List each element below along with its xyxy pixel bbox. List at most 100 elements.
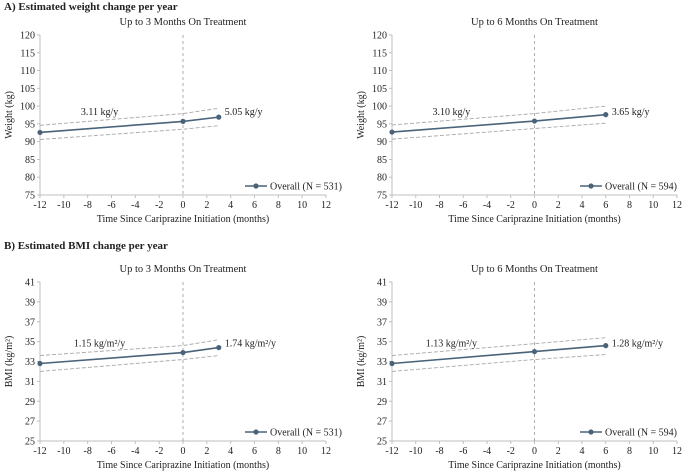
legend-marker [588, 183, 594, 189]
y-tick-label: 85 [25, 155, 35, 166]
x-tick-label: -2 [155, 200, 163, 211]
y-tick-label: 31 [25, 377, 35, 388]
x-tick-label: 0 [532, 446, 537, 457]
x-tick-label: 0 [181, 446, 186, 457]
series-point [531, 348, 538, 355]
y-tick-label: 29 [377, 397, 387, 408]
y-tick-label: 115 [372, 48, 387, 59]
x-tick-label: 10 [297, 200, 307, 211]
x-tick-label: -8 [435, 446, 443, 457]
x-tick-label: -12 [385, 446, 398, 457]
legend-marker [588, 429, 594, 435]
section-b-title: B) Estimated BMI change per year [4, 240, 168, 252]
series-point [37, 129, 43, 136]
x-tick-label: -12 [33, 200, 46, 211]
x-tick-label: -6 [459, 446, 467, 457]
x-tick-label: -6 [107, 200, 115, 211]
x-axis-label: Time Since Cariprazine Initiation (month… [97, 214, 269, 225]
x-tick-label: 0 [532, 200, 537, 211]
slope-annotation: 1.28 kg/m²/y [612, 339, 663, 350]
y-tick-label: 110 [372, 66, 387, 77]
y-tick-label: 75 [25, 191, 35, 202]
series-point [531, 118, 538, 124]
y-tick-label: 90 [25, 137, 35, 148]
x-axis-label: Time Since Cariprazine Initiation (month… [448, 214, 620, 225]
y-tick-label: 33 [25, 357, 35, 368]
x-tick-label: 8 [627, 200, 632, 211]
chart-panel: Up to 3 Months On Treatment 25 27 29 31 33 35 3… [4, 264, 342, 471]
ci-lower-line [391, 354, 606, 372]
ci-upper-line [39, 107, 219, 126]
x-tick-label: 0 [181, 200, 186, 211]
x-tick-label: -2 [507, 446, 515, 457]
series-line [391, 113, 606, 133]
y-tick-label: 80 [377, 173, 387, 184]
x-tick-label: 6 [252, 200, 257, 211]
x-tick-label: 6 [603, 446, 608, 457]
y-tick-label: 39 [25, 297, 35, 308]
legend-label: Overall (N = 531) [270, 428, 342, 439]
x-tick-label: 4 [580, 200, 585, 211]
y-tick-label: 75 [377, 191, 387, 202]
chart-title: Up to 6 Months On Treatment [471, 264, 598, 275]
y-tick-label: 25 [377, 437, 387, 448]
y-tick-label: 100 [372, 102, 387, 113]
series-point [389, 360, 395, 367]
slope-annotation: 5.05 kg/y [225, 107, 263, 118]
y-tick-label: 27 [25, 417, 35, 428]
chart-title: Up to 6 Months On Treatment [471, 17, 598, 28]
x-tick-label: -8 [435, 200, 443, 211]
x-tick-label: 12 [672, 446, 682, 457]
x-tick-label: -4 [483, 200, 491, 211]
y-tick-label: 33 [377, 357, 387, 368]
series-point [180, 349, 186, 356]
x-tick-label: 12 [321, 200, 331, 211]
y-tick-label: 105 [20, 84, 35, 95]
y-axis-label: Weight (kg) [4, 91, 15, 139]
ci-upper-line [391, 105, 606, 126]
y-tick-label: 31 [377, 377, 387, 388]
y-tick-label: 35 [25, 337, 35, 348]
y-tick-label: 90 [377, 137, 387, 148]
y-tick-label: 115 [20, 48, 35, 59]
x-tick-label: 4 [580, 446, 585, 457]
section-a-title: A) Estimated weight change per year [4, 1, 178, 13]
x-tick-label: 10 [297, 446, 307, 457]
chart-panel: Up to 3 Months On Treatment7580859095100… [4, 17, 342, 225]
x-tick-label: -4 [131, 200, 139, 211]
x-tick-label: 12 [321, 446, 331, 457]
y-tick-label: 37 [25, 317, 35, 328]
y-tick-label: 80 [25, 173, 35, 184]
y-tick-label: 37 [377, 317, 387, 328]
y-tick-label: 110 [20, 66, 35, 77]
x-tick-label: -10 [409, 446, 422, 457]
slope-annotation: 3.11 kg/y [81, 107, 118, 118]
x-tick-label: 6 [252, 446, 257, 457]
chart-panel: Up to 6 Months On Treatment7580859095100… [356, 17, 682, 225]
x-tick-label: -2 [155, 446, 163, 457]
x-tick-label: 8 [627, 446, 632, 457]
chart-title: Up to 3 Months On Treatment [120, 17, 247, 28]
x-tick-label: 2 [556, 446, 561, 457]
ci-lower-line [39, 125, 219, 140]
y-tick-label: 39 [377, 297, 387, 308]
x-tick-label: 2 [204, 446, 209, 457]
x-tick-label: 10 [648, 446, 658, 457]
y-tick-label: 95 [377, 119, 387, 130]
x-tick-label: 2 [556, 200, 561, 211]
x-axis-label: Time Since Cariprazine Initiation (month… [97, 460, 269, 471]
series-line [391, 344, 606, 365]
series-point [216, 344, 222, 351]
chart-panel: Up to 6 Months On Treatment 25 27 29 31 33 35 3… [356, 264, 682, 471]
x-axis-label: Time Since Cariprazine Initiation (month… [448, 460, 620, 471]
x-tick-label: -4 [131, 446, 139, 457]
slope-annotation: 3.10 kg/y [432, 107, 470, 118]
legend-label: Overall (N = 531) [270, 182, 342, 193]
legend-label: Overall (N = 594) [605, 182, 677, 193]
x-tick-label: -10 [409, 200, 422, 211]
y-tick-label: 95 [25, 119, 35, 130]
ci-upper-line [39, 339, 219, 356]
x-tick-label: -8 [83, 446, 91, 457]
x-tick-label: 10 [648, 200, 658, 211]
